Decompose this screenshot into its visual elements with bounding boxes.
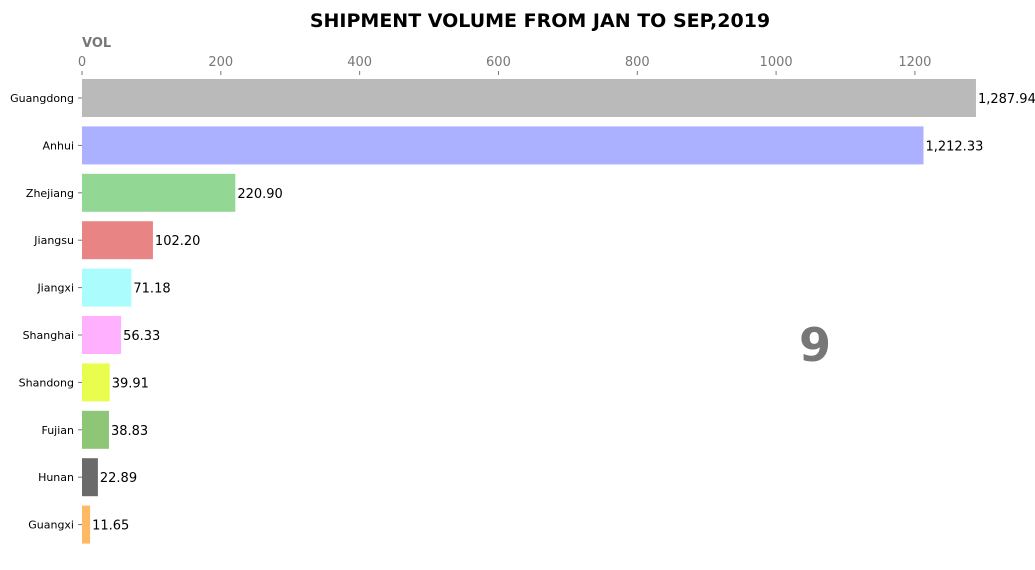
x-tick-label: 200 xyxy=(208,55,233,70)
value-label: 11.65 xyxy=(92,519,129,534)
value-label: 102.20 xyxy=(155,234,201,249)
y-tick-label: Guangdong xyxy=(10,92,74,105)
y-tick-label: Hunan xyxy=(38,471,74,484)
bar-fujian xyxy=(82,410,109,449)
bar-shanghai xyxy=(82,316,122,354)
bar-shandong xyxy=(82,363,110,402)
bars: Guangdong 1,287.94 Anhui 1,212.33 Zhejiang 22… xyxy=(10,79,1035,544)
y-tick-label: Guangxi xyxy=(28,519,74,532)
value-label: 39.91 xyxy=(112,376,149,391)
bar-anhui xyxy=(82,126,924,165)
value-label: 1,287.94 xyxy=(978,92,1035,107)
period-number: 9 xyxy=(799,318,831,372)
bar-guangdong xyxy=(82,79,976,117)
x-tick-label: 1000 xyxy=(760,55,793,70)
value-label: 38.83 xyxy=(111,424,148,439)
x-tick-label: 0 xyxy=(78,55,86,70)
y-tick-label: Jiangsu xyxy=(33,234,74,247)
bar-hunan xyxy=(82,458,98,497)
y-tick-label: Jiangxi xyxy=(36,282,74,295)
bar-guangxi xyxy=(82,505,91,544)
bar-zhejiang xyxy=(82,173,236,212)
value-label: 22.89 xyxy=(100,471,137,486)
value-label: 220.90 xyxy=(237,187,282,202)
x-tick-label: 1200 xyxy=(898,55,931,70)
value-label: 1,212.33 xyxy=(925,139,983,154)
x-axis-label: VOL xyxy=(82,36,111,51)
y-tick-label: Anhui xyxy=(43,139,75,152)
y-tick-label: Shandong xyxy=(19,376,74,389)
x-tick-label: 400 xyxy=(347,55,372,70)
x-tick-label: 600 xyxy=(486,55,511,70)
value-label: 56.33 xyxy=(123,329,160,344)
bar-jiangsu xyxy=(82,221,153,260)
bar-jiangxi xyxy=(82,268,132,307)
value-label: 71.18 xyxy=(133,282,170,297)
x-tick-label: 800 xyxy=(625,55,650,70)
y-tick-label: Fujian xyxy=(41,424,74,437)
x-axis: 0 200 400 600 800 1000 1200 xyxy=(78,55,931,75)
chart-title: SHIPMENT VOLUME FROM JAN TO SEP,2019 xyxy=(310,10,770,32)
y-tick-label: Shanghai xyxy=(23,329,74,342)
y-tick-label: Zhejiang xyxy=(26,187,74,200)
